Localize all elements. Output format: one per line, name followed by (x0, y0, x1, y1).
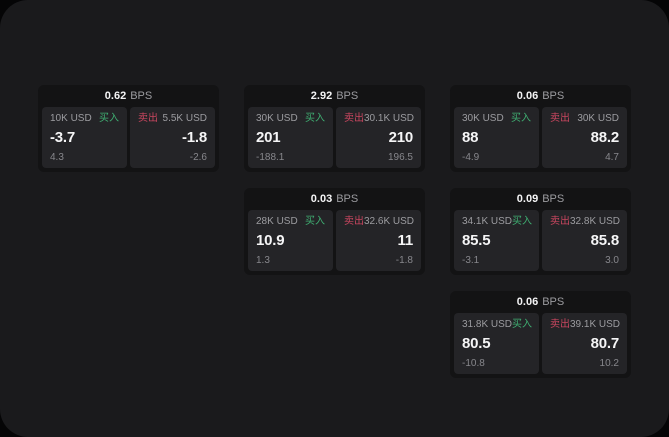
quote-panels: 30K USD 买入 201 -188.1 卖出 30.1K USD 210 1… (244, 107, 425, 172)
buy-side-label: 买入 (305, 216, 325, 227)
sell-change-value: 196.5 (387, 152, 413, 163)
sell-price: -1.8 (181, 128, 207, 146)
sell-amount: 30.1K USD (364, 113, 415, 124)
buy-quote-panel[interactable]: 30K USD 买入 88 -4.9 (454, 107, 539, 168)
buy-price: 10.9 (256, 231, 285, 249)
bps-value: 0.09 (516, 192, 539, 205)
sell-change-value: -2.6 (189, 152, 207, 163)
sell-side-label: 卖出 (344, 113, 364, 124)
buy-change-value: -3.1 (462, 255, 480, 266)
sell-side-label: 卖出 (550, 113, 570, 124)
sell-price: 85.8 (590, 231, 620, 249)
bps-unit-label: BPS (542, 89, 565, 102)
buy-side-label: 买入 (512, 216, 533, 227)
quote-card-grid: 0.62 BPS 10K USD 买入 -3.7 4.3 卖出 5.5K USD… (38, 85, 631, 378)
buy-side-label: 买入 (512, 319, 533, 330)
quote-card: 0.06 BPS 31.8K USD 买入 80.5 -10.8 卖出 39.1… (450, 291, 631, 378)
card-header: 0.62 BPS (38, 85, 219, 107)
bps-unit-label: BPS (130, 89, 153, 102)
buy-amount: 34.1K USD (462, 216, 513, 227)
buy-side-label: 买入 (511, 113, 531, 124)
sell-amount: 5.5K USD (162, 113, 207, 124)
sell-quote-panel[interactable]: 卖出 30K USD 88.2 4.7 (542, 107, 627, 168)
buy-change-value: 4.3 (50, 152, 64, 163)
quote-card: 0.03 BPS 28K USD 买入 10.9 1.3 卖出 32.6K US… (244, 188, 425, 275)
bps-unit-label: BPS (542, 192, 565, 205)
buy-price: 201 (256, 128, 281, 146)
quote-card: 2.92 BPS 30K USD 买入 201 -188.1 卖出 30.1K … (244, 85, 425, 172)
buy-side-label: 买入 (305, 113, 325, 124)
sell-price: 88.2 (590, 128, 620, 146)
card-header: 0.03 BPS (244, 188, 425, 210)
quote-panels: 28K USD 买入 10.9 1.3 卖出 32.6K USD 11 -1.8 (244, 210, 425, 275)
sell-quote-panel[interactable]: 卖出 39.1K USD 80.7 10.2 (542, 313, 627, 374)
buy-change-value: 1.3 (256, 255, 270, 266)
card-header: 0.06 BPS (450, 85, 631, 107)
sell-change-value: 4.7 (605, 152, 619, 163)
quote-card: 0.06 BPS 30K USD 买入 88 -4.9 卖出 30K USD 8… (450, 85, 631, 172)
buy-price: -3.7 (50, 128, 76, 146)
sell-amount: 30K USD (577, 113, 619, 124)
sell-amount: 39.1K USD (570, 319, 621, 330)
sell-quote-panel[interactable]: 卖出 5.5K USD -1.8 -2.6 (130, 107, 215, 168)
quote-panels: 30K USD 买入 88 -4.9 卖出 30K USD 88.2 4.7 (450, 107, 631, 172)
bps-unit-label: BPS (336, 89, 359, 102)
buy-quote-panel[interactable]: 31.8K USD 买入 80.5 -10.8 (454, 313, 539, 374)
bps-value: 0.62 (104, 89, 127, 102)
buy-change-value: -10.8 (462, 358, 485, 369)
quote-panels: 31.8K USD 买入 80.5 -10.8 卖出 39.1K USD 80.… (450, 313, 631, 378)
buy-quote-panel[interactable]: 10K USD 买入 -3.7 4.3 (42, 107, 127, 168)
buy-quote-panel[interactable]: 28K USD 买入 10.9 1.3 (248, 210, 333, 271)
bps-value: 0.06 (516, 89, 539, 102)
buy-change-value: -4.9 (462, 152, 480, 163)
bps-value: 0.03 (310, 192, 333, 205)
quote-card: 0.62 BPS 10K USD 买入 -3.7 4.3 卖出 5.5K USD… (38, 85, 219, 172)
sell-quote-panel[interactable]: 卖出 30.1K USD 210 196.5 (336, 107, 421, 168)
bps-value: 2.92 (310, 89, 333, 102)
buy-side-label: 买入 (99, 113, 119, 124)
sell-side-label: 卖出 (550, 216, 570, 227)
sell-change-value: 3.0 (605, 255, 619, 266)
sell-price: 11 (397, 231, 414, 249)
buy-amount: 30K USD (462, 113, 504, 124)
sell-side-label: 卖出 (550, 319, 570, 330)
quote-card: 0.09 BPS 34.1K USD 买入 85.5 -3.1 卖出 32.8K… (450, 188, 631, 275)
card-header: 2.92 BPS (244, 85, 425, 107)
card-header: 0.09 BPS (450, 188, 631, 210)
sell-side-label: 卖出 (138, 113, 158, 124)
buy-price: 80.5 (462, 334, 491, 352)
quote-panels: 10K USD 买入 -3.7 4.3 卖出 5.5K USD -1.8 -2.… (38, 107, 219, 172)
sell-amount: 32.6K USD (364, 216, 415, 227)
bps-unit-label: BPS (542, 295, 565, 308)
buy-amount: 31.8K USD (462, 319, 513, 330)
sell-quote-panel[interactable]: 卖出 32.6K USD 11 -1.8 (336, 210, 421, 271)
buy-price: 85.5 (462, 231, 491, 249)
card-header: 0.06 BPS (450, 291, 631, 313)
quote-panels: 34.1K USD 买入 85.5 -3.1 卖出 32.8K USD 85.8… (450, 210, 631, 275)
buy-amount: 10K USD (50, 113, 92, 124)
buy-price: 88 (462, 128, 479, 146)
sell-side-label: 卖出 (344, 216, 364, 227)
bps-unit-label: BPS (336, 192, 359, 205)
sell-price: 210 (388, 128, 414, 146)
buy-quote-panel[interactable]: 34.1K USD 买入 85.5 -3.1 (454, 210, 539, 271)
buy-change-value: -188.1 (256, 152, 285, 163)
bps-value: 0.06 (516, 295, 539, 308)
sell-price: 80.7 (590, 334, 620, 352)
sell-change-value: 10.2 (599, 358, 619, 369)
buy-amount: 30K USD (256, 113, 298, 124)
buy-quote-panel[interactable]: 30K USD 买入 201 -188.1 (248, 107, 333, 168)
buy-amount: 28K USD (256, 216, 298, 227)
sell-amount: 32.8K USD (570, 216, 621, 227)
sell-change-value: -1.8 (395, 255, 413, 266)
sell-quote-panel[interactable]: 卖出 32.8K USD 85.8 3.0 (542, 210, 627, 271)
